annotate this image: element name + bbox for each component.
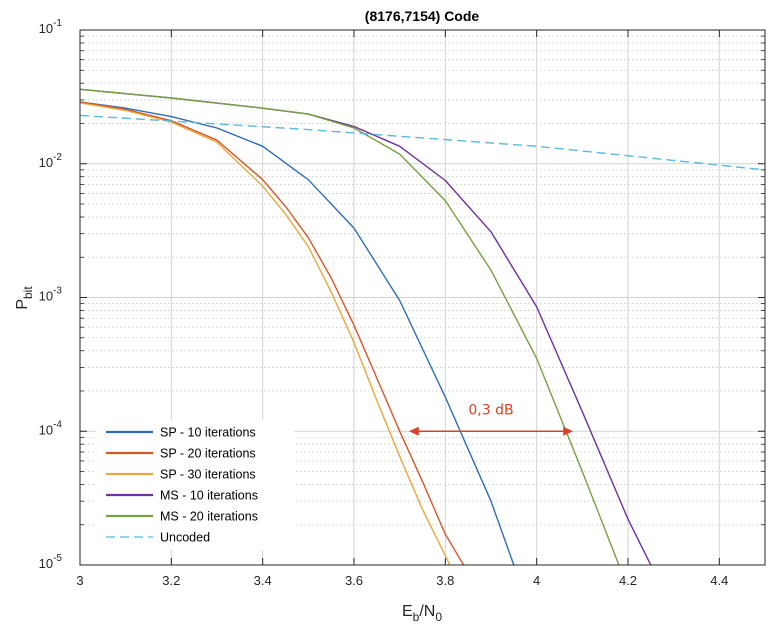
x-tick-label: 4 [533, 573, 540, 588]
chart-title: (8176,7154) Code [365, 8, 480, 24]
x-label-sub2: 0 [435, 610, 442, 624]
x-tick-label: 3.2 [162, 573, 180, 588]
legend-label: MS - 20 iterations [160, 510, 258, 524]
series-layer [80, 88, 765, 565]
ticks-layer [79, 29, 765, 566]
y-tick-exponent: -4 [53, 419, 62, 430]
y-tick-labels: 10-510-410-310-210-1 [39, 18, 63, 571]
y-tick-label: 10-2 [39, 152, 63, 170]
legend-label: SP - 20 iterations [160, 447, 256, 461]
series-line-sp-30-iterations [80, 102, 451, 565]
legend-box [96, 420, 294, 550]
legend-label: SP - 30 iterations [160, 468, 256, 482]
series-line-sp-20-iterations [80, 101, 465, 565]
y-tick-label: 10-5 [39, 553, 63, 571]
series-line-uncoded [80, 114, 765, 171]
series-line-ms-20-iterations [80, 88, 620, 565]
x-tick-label: 3.6 [345, 573, 363, 588]
y-tick-base: 10 [39, 21, 53, 36]
y-tick-base: 10 [39, 422, 53, 437]
y-label-sub: bit [21, 286, 35, 299]
annotation-arrowhead-left [408, 426, 419, 436]
x-tick-label: 3.4 [254, 573, 272, 588]
legend-items: SP - 10 iterations SP - 20 iterations SP -… [106, 426, 258, 545]
x-tick-labels: 3 3.2 3.4 3.6 3.8 4 4.2 4.4 [76, 573, 728, 588]
y-tick-label: 10-1 [39, 18, 63, 36]
legend: SP - 10 iterations SP - 20 iterations SP -… [96, 420, 294, 550]
x-tick-label: 4.2 [619, 573, 637, 588]
y-tick-exponent: -2 [53, 152, 62, 163]
y-tick-base: 10 [39, 155, 53, 170]
x-tick-label: 4.4 [710, 573, 728, 588]
x-label-mid: /N [419, 603, 435, 620]
y-tick-label: 10-4 [39, 419, 63, 437]
x-label-sub1: b [413, 610, 420, 624]
x-tick-label: 3 [76, 573, 83, 588]
y-tick-label: 10-3 [39, 286, 63, 304]
y-tick-exponent: -1 [53, 18, 62, 29]
y-tick-exponent: -3 [53, 286, 62, 297]
legend-label: MS - 10 iterations [160, 489, 258, 503]
y-tick-base: 10 [39, 289, 53, 304]
x-axis-label: Eb/N0 [402, 603, 442, 624]
legend-label: Uncoded [160, 531, 210, 545]
annotation-layer: 0,3 dB [408, 402, 574, 436]
annotation-label: 0,3 dB [468, 402, 513, 418]
x-label-main: E [402, 603, 413, 620]
annotation-arrowhead-right [563, 426, 574, 436]
y-tick-base: 10 [39, 556, 53, 571]
legend-label: SP - 10 iterations [160, 426, 256, 440]
y-label-main: P [14, 299, 31, 310]
x-tick-label: 3.8 [436, 573, 454, 588]
y-tick-exponent: -5 [53, 553, 62, 564]
y-axis-label: Pbit [14, 286, 35, 310]
